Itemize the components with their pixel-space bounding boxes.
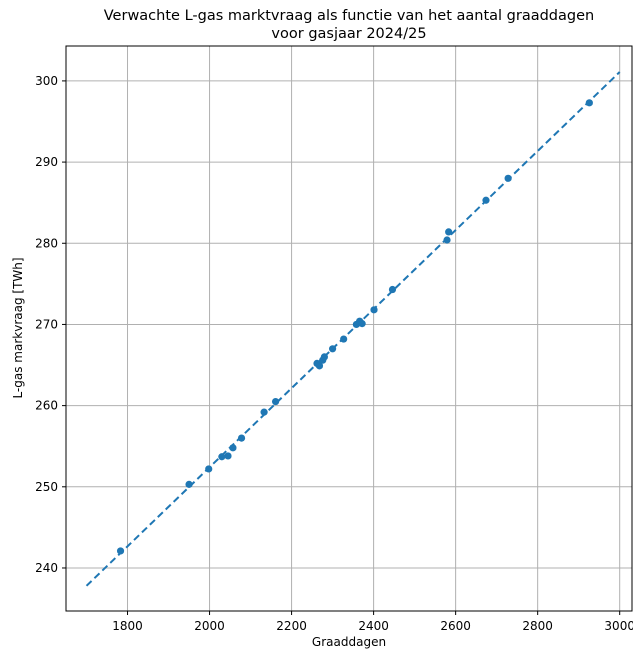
x-tick-label: 3000 xyxy=(604,619,633,633)
data-point xyxy=(185,480,193,488)
grid-lines xyxy=(66,46,632,611)
y-tick-label: 290 xyxy=(35,155,58,169)
data-point xyxy=(328,345,337,353)
x-tick-label: 1800 xyxy=(112,619,143,633)
data-point xyxy=(260,408,268,416)
data-point xyxy=(116,547,125,555)
y-tick-label: 300 xyxy=(35,74,58,88)
data-point xyxy=(340,335,348,343)
data-point xyxy=(237,434,246,442)
fit-line-group xyxy=(85,71,621,587)
data-point xyxy=(320,353,328,361)
data-point xyxy=(482,196,490,204)
x-tick-label: 2400 xyxy=(358,619,389,633)
data-point xyxy=(271,397,280,406)
data-point xyxy=(504,174,512,182)
data-point xyxy=(218,453,226,461)
chart-title-line-2: voor gasjaar 2024/25 xyxy=(271,26,426,42)
fit-line xyxy=(85,71,621,587)
y-tick-label: 280 xyxy=(35,236,58,250)
data-point xyxy=(388,285,397,294)
y-tick-label: 240 xyxy=(35,561,58,575)
data-point xyxy=(370,306,378,314)
y-tick-label: 260 xyxy=(35,399,58,413)
data-point xyxy=(229,444,237,452)
x-tick-label: 2600 xyxy=(440,619,471,633)
data-point xyxy=(445,228,453,236)
chart-title-line-1: Verwachte L-gas marktvraag als functie v… xyxy=(104,8,594,24)
y-tick-label: 270 xyxy=(35,317,58,331)
y-tick-label: 250 xyxy=(35,480,58,494)
data-point xyxy=(358,320,366,328)
x-tick-label: 2800 xyxy=(522,619,553,633)
data-point xyxy=(205,465,213,473)
y-axis-label: L-gas markvraag [TWh] xyxy=(11,257,25,398)
data-point xyxy=(585,99,593,107)
plot-area-frame xyxy=(65,45,633,612)
data-points xyxy=(116,99,593,555)
data-point xyxy=(443,236,451,244)
x-tick-label: 2000 xyxy=(194,619,225,633)
data-point xyxy=(315,362,324,370)
x-tick-label: 2200 xyxy=(276,619,307,633)
x-axis-label: Graaddagen xyxy=(312,635,386,649)
axis-ticks: 1800 2000 2200 2400 2600 2800 3000 240 250 260 270… xyxy=(35,74,633,633)
data-point xyxy=(224,452,232,460)
